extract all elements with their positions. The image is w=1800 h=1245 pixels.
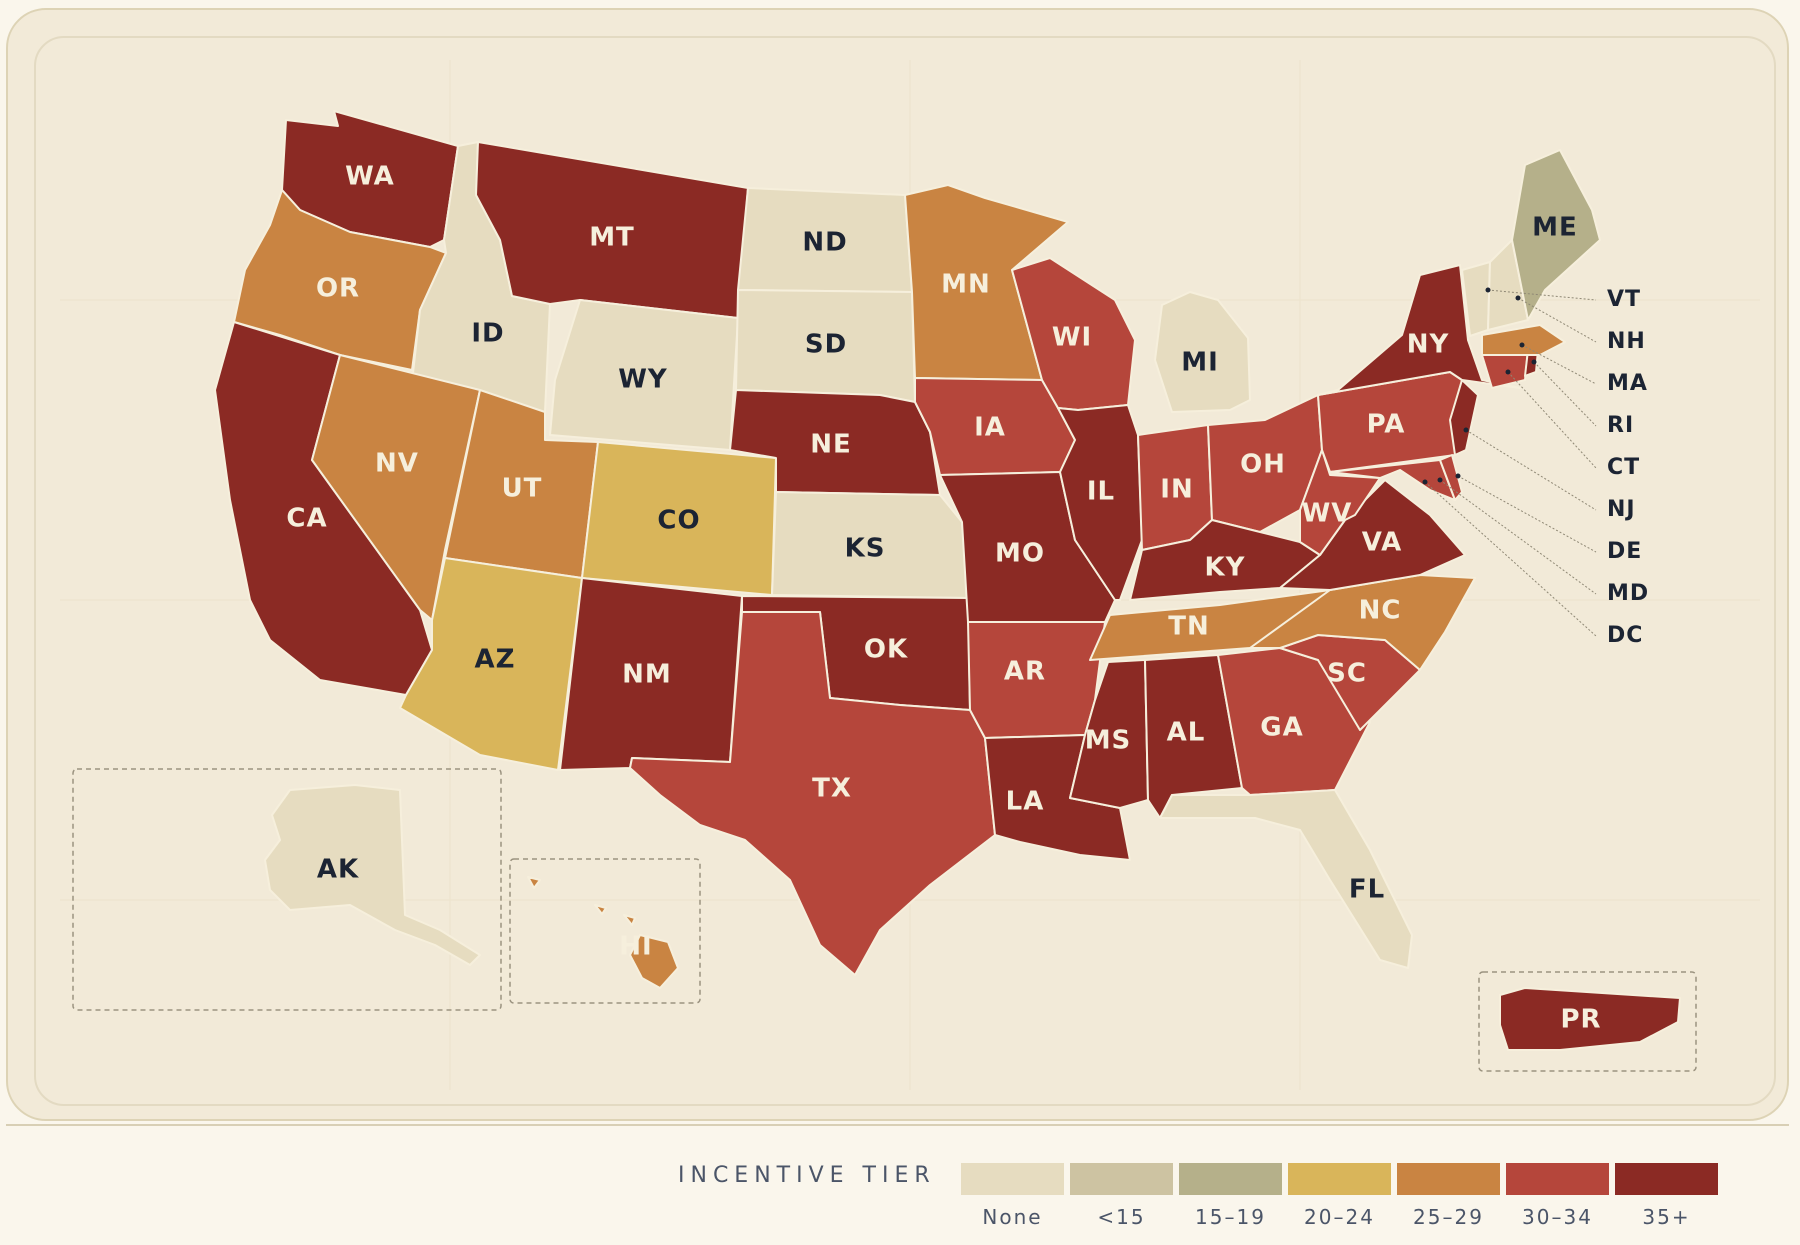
legend-item: 15–19 xyxy=(1179,1163,1282,1229)
state-label-ca: CA xyxy=(286,504,327,534)
legend-item: None xyxy=(961,1163,1064,1229)
puerto-rico-inset-frame xyxy=(1478,971,1697,1072)
state-or[interactable] xyxy=(233,189,447,371)
state-fl[interactable] xyxy=(1159,789,1413,969)
state-label-wa: WA xyxy=(345,162,395,192)
state-label-mt: MT xyxy=(589,223,635,253)
state-label-sc: SC xyxy=(1327,659,1367,689)
legend-label: 25–29 xyxy=(1413,1205,1484,1229)
legend-divider xyxy=(6,1124,1789,1126)
legend-item: 25–29 xyxy=(1397,1163,1500,1229)
state-label-tn: TN xyxy=(1168,612,1210,642)
state-label-mn: MN xyxy=(941,270,991,300)
state-label-va: VA xyxy=(1362,528,1402,558)
state-label-ky: KY xyxy=(1205,553,1246,583)
state-label-co: CO xyxy=(657,506,700,536)
state-label-ut: UT xyxy=(502,474,543,504)
state-hi[interactable] xyxy=(527,876,679,989)
hawaii-inset-frame xyxy=(509,858,701,1004)
legend-title: INCENTIVE TIER xyxy=(678,1163,936,1188)
legend-item: 20–24 xyxy=(1288,1163,1391,1229)
state-label-nd: ND xyxy=(802,228,847,258)
state-label-ne: NE xyxy=(810,430,852,460)
state-label-ms: MS xyxy=(1085,726,1132,756)
state-label-fl: FL xyxy=(1349,875,1385,905)
callout-label-nj: NJ xyxy=(1607,497,1636,522)
state-label-id: ID xyxy=(471,319,504,349)
state-label-pa: PA xyxy=(1367,410,1406,440)
callout-label-vt: VT xyxy=(1607,287,1641,312)
state-ny[interactable] xyxy=(1317,264,1521,396)
state-label-ar: AR xyxy=(1004,657,1046,687)
callout-label-ct: CT xyxy=(1607,455,1640,480)
state-label-ny: NY xyxy=(1407,330,1450,360)
state-ak[interactable] xyxy=(264,784,481,966)
legend-swatch xyxy=(1615,1163,1718,1195)
state-pr[interactable] xyxy=(1499,987,1681,1051)
callout-label-ri: RI xyxy=(1607,413,1634,438)
state-label-nm: NM xyxy=(622,660,672,690)
state-label-pr: PR xyxy=(1560,1005,1601,1035)
alaska-inset-frame xyxy=(72,768,502,1011)
callout-label-md: MD xyxy=(1607,581,1649,606)
state-label-ok: OK xyxy=(864,635,908,665)
state-me[interactable] xyxy=(1511,149,1601,321)
map-card-border xyxy=(34,36,1776,1106)
legend-label: 15–19 xyxy=(1195,1205,1266,1229)
state-tx[interactable] xyxy=(629,611,996,976)
state-label-az: AZ xyxy=(475,645,516,675)
state-label-al: AL xyxy=(1167,718,1206,748)
legend-swatch xyxy=(1070,1163,1173,1195)
callout-label-nh: NH xyxy=(1607,329,1646,354)
state-label-ks: KS xyxy=(845,534,886,564)
state-label-ia: IA xyxy=(974,413,1006,443)
legend-label: None xyxy=(982,1205,1043,1229)
state-label-nc: NC xyxy=(1359,596,1402,626)
state-label-mo: MO xyxy=(995,539,1045,569)
callout-label-de: DE xyxy=(1607,539,1642,564)
state-label-la: LA xyxy=(1006,787,1045,817)
legend-swatch xyxy=(1506,1163,1609,1195)
state-label-in: IN xyxy=(1160,475,1193,505)
state-label-wv: WV xyxy=(1302,499,1353,529)
legend-item: 30–34 xyxy=(1506,1163,1609,1229)
callout-label-ma: MA xyxy=(1607,371,1648,396)
legend-swatch xyxy=(1397,1163,1500,1195)
legend-label: 30–34 xyxy=(1522,1205,1593,1229)
callout-label-dc: DC xyxy=(1607,623,1643,648)
legend-swatch xyxy=(961,1163,1064,1195)
state-mi[interactable] xyxy=(1154,291,1251,413)
state-ms[interactable] xyxy=(1069,659,1149,809)
state-label-wi: WI xyxy=(1052,323,1092,353)
state-de[interactable] xyxy=(1439,454,1463,501)
state-label-or: OR xyxy=(316,274,360,304)
state-label-il: IL xyxy=(1087,477,1115,507)
state-label-sd: SD xyxy=(805,330,847,360)
legend-label: 35+ xyxy=(1642,1205,1691,1229)
state-wy[interactable] xyxy=(549,299,739,451)
state-label-ga: GA xyxy=(1260,713,1303,743)
legend-label: <15 xyxy=(1097,1205,1146,1229)
state-label-hi: HI xyxy=(619,932,652,962)
state-label-mi: MI xyxy=(1181,348,1219,378)
state-label-nv: NV xyxy=(375,449,419,479)
state-label-me: ME xyxy=(1532,213,1578,243)
state-nj[interactable] xyxy=(1449,379,1479,456)
state-label-tx: TX xyxy=(812,774,852,804)
legend-swatch xyxy=(1179,1163,1282,1195)
legend-item: <15 xyxy=(1070,1163,1173,1229)
legend-item: 35+ xyxy=(1615,1163,1718,1229)
choropleth-map: WA OR CA ID NV MT WY UT AZ CO NM ND SD NE KS OK TX MN IA MO… xyxy=(60,60,1760,1090)
legend-swatch xyxy=(1288,1163,1391,1195)
state-label-wy: WY xyxy=(618,365,668,395)
legend-label: 20–24 xyxy=(1304,1205,1375,1229)
state-il[interactable] xyxy=(1057,404,1143,601)
state-ma[interactable] xyxy=(1481,324,1566,356)
state-label-oh: OH xyxy=(1240,450,1286,480)
state-label-ak: AK xyxy=(317,855,359,885)
